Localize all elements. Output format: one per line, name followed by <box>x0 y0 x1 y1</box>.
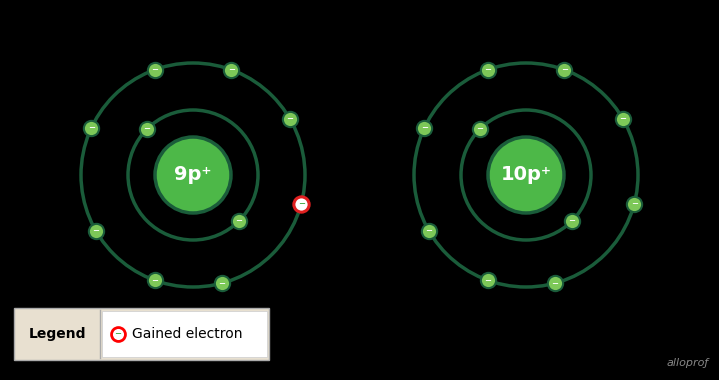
Text: −: − <box>426 226 433 236</box>
Circle shape <box>155 137 231 213</box>
Text: −: − <box>298 200 305 209</box>
Text: −: − <box>620 114 626 124</box>
Text: −: − <box>144 125 150 133</box>
Circle shape <box>488 137 564 213</box>
Text: −: − <box>421 123 428 132</box>
Text: −: − <box>235 217 242 225</box>
FancyBboxPatch shape <box>14 308 269 360</box>
Text: −: − <box>551 279 559 288</box>
FancyBboxPatch shape <box>102 311 267 357</box>
Text: −: − <box>114 329 122 339</box>
Text: Legend: Legend <box>28 327 86 341</box>
Text: 10p⁺: 10p⁺ <box>500 166 551 185</box>
Text: −: − <box>484 276 491 285</box>
Text: alloproƒ: alloproƒ <box>667 358 709 368</box>
Text: −: − <box>569 217 575 225</box>
Text: Gained electron: Gained electron <box>132 327 242 341</box>
Text: −: − <box>88 123 95 132</box>
Text: −: − <box>561 65 568 74</box>
Text: −: − <box>151 276 158 285</box>
Text: −: − <box>286 114 293 124</box>
Text: −: − <box>219 279 226 288</box>
Text: −: − <box>93 226 99 236</box>
Text: −: − <box>151 65 158 74</box>
Text: −: − <box>477 125 484 133</box>
Text: −: − <box>228 65 235 74</box>
Text: 9p⁺: 9p⁺ <box>174 166 212 185</box>
Text: −: − <box>484 65 491 74</box>
Text: −: − <box>631 200 638 209</box>
